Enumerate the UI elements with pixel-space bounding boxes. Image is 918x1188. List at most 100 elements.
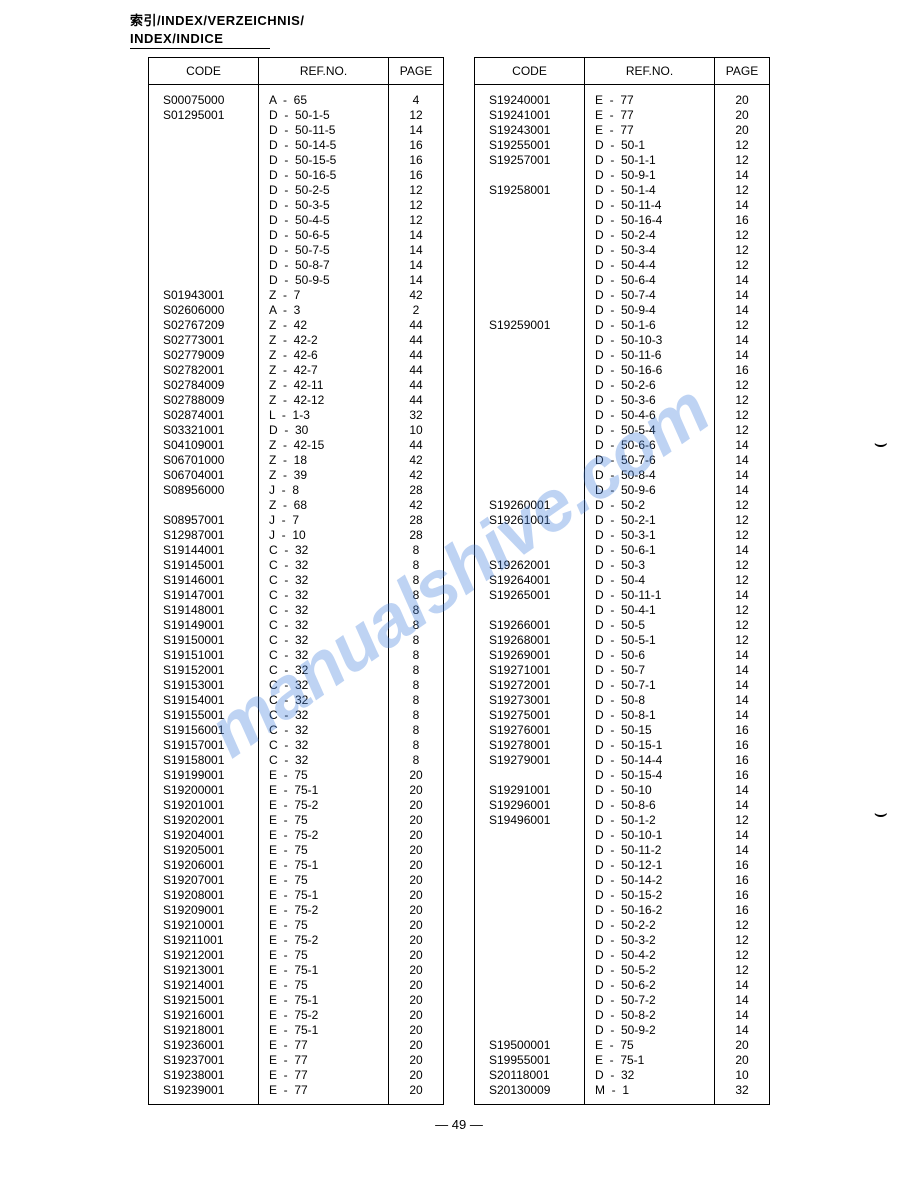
cell-code: S19264001	[475, 573, 585, 588]
cell-code	[149, 138, 259, 153]
cell-ref: D - 50-2-1	[585, 513, 715, 528]
cell-page: 20	[389, 933, 444, 948]
table-row: S19152001C - 328	[149, 663, 444, 678]
table-row: S19291001D - 50-1014	[475, 783, 770, 798]
table-row: S19149001C - 328	[149, 618, 444, 633]
table-row: S19212001E - 7520	[149, 948, 444, 963]
table-row: S19272001D - 50-7-114	[475, 678, 770, 693]
cell-code	[475, 228, 585, 243]
cell-page: 14	[389, 123, 444, 138]
cell-ref: E - 75-2	[259, 798, 389, 813]
cell-code: S19150001	[149, 633, 259, 648]
tables-container: CODE REF.NO. PAGE S00075000A - 654S01295…	[10, 57, 908, 1105]
table-row: S19201001E - 75-220	[149, 798, 444, 813]
col-header-code: CODE	[149, 58, 259, 85]
table-row: S19206001E - 75-120	[149, 858, 444, 873]
cell-ref: D - 50-1-6	[585, 318, 715, 333]
table-row: S02773001Z - 42-244	[149, 333, 444, 348]
cell-page: 14	[715, 483, 770, 498]
cell-page: 14	[715, 663, 770, 678]
cell-page: 20	[389, 1023, 444, 1038]
cell-ref: E - 77	[259, 1053, 389, 1068]
cell-ref: C - 32	[259, 678, 389, 693]
cell-code	[475, 288, 585, 303]
cell-page: 10	[389, 423, 444, 438]
cell-page: 20	[389, 798, 444, 813]
cell-code: S19241001	[475, 108, 585, 123]
cell-code: S19243001	[475, 123, 585, 138]
table-row: S12987001J - 1028	[149, 528, 444, 543]
table-row: S19500001E - 7520	[475, 1038, 770, 1053]
cell-ref: E - 75	[259, 843, 389, 858]
cell-code: S19158001	[149, 753, 259, 768]
cell-page: 14	[389, 228, 444, 243]
table-row: S19264001D - 50-412	[475, 573, 770, 588]
header-line1: 索引/INDEX/VERZEICHNIS/	[130, 10, 908, 29]
cell-page: 20	[389, 1008, 444, 1023]
cell-code	[475, 528, 585, 543]
cell-ref: E - 75	[259, 978, 389, 993]
cell-code: S19215001	[149, 993, 259, 1008]
cell-ref: E - 75-1	[259, 1023, 389, 1038]
cell-ref: D - 50-14-5	[259, 138, 389, 153]
col-header-ref: REF.NO.	[585, 58, 715, 85]
cell-ref: D - 50-1-5	[259, 108, 389, 123]
cell-page: 16	[715, 888, 770, 903]
cell-ref: C - 32	[259, 648, 389, 663]
table-row: D - 50-14-516	[149, 138, 444, 153]
cell-code: S19271001	[475, 663, 585, 678]
cell-code: S02788009	[149, 393, 259, 408]
cell-code: S19278001	[475, 738, 585, 753]
cell-page: 12	[389, 198, 444, 213]
table-row: D - 50-3-112	[475, 528, 770, 543]
cell-ref: C - 32	[259, 573, 389, 588]
cell-ref: D - 50-5-4	[585, 423, 715, 438]
cell-code	[475, 423, 585, 438]
cell-ref: D - 50-15	[585, 723, 715, 738]
cell-page: 8	[389, 603, 444, 618]
table-row: D - 50-2-612	[475, 378, 770, 393]
cell-page: 44	[389, 318, 444, 333]
cell-ref: D - 30	[259, 423, 389, 438]
cell-code: S19268001	[475, 633, 585, 648]
cell-ref: D - 50-9-4	[585, 303, 715, 318]
table-row: S19150001C - 328	[149, 633, 444, 648]
table-row: S19151001C - 328	[149, 648, 444, 663]
cell-ref: D - 50-10-1	[585, 828, 715, 843]
cell-page: 16	[389, 168, 444, 183]
cell-ref: E - 75	[259, 918, 389, 933]
cell-page: 14	[715, 273, 770, 288]
cell-ref: D - 50-16-2	[585, 903, 715, 918]
table-row: D - 50-16-516	[149, 168, 444, 183]
cell-ref: D - 50-11-5	[259, 123, 389, 138]
table-row: D - 50-4-212	[475, 948, 770, 963]
table-row: D - 50-3-612	[475, 393, 770, 408]
cell-page: 20	[389, 1053, 444, 1068]
cell-ref: D - 50-15-4	[585, 768, 715, 783]
cell-ref: D - 50-3-6	[585, 393, 715, 408]
cell-page: 8	[389, 678, 444, 693]
cell-code	[475, 168, 585, 183]
cell-page: 12	[715, 498, 770, 513]
cell-code: S19260001	[475, 498, 585, 513]
cell-code: S19199001	[149, 768, 259, 783]
table-row: S02784009Z - 42-1144	[149, 378, 444, 393]
cell-code: S08956000	[149, 483, 259, 498]
cell-page: 12	[389, 183, 444, 198]
cell-ref: E - 75	[259, 948, 389, 963]
table-row: S19237001E - 7720	[149, 1053, 444, 1068]
cell-code	[149, 273, 259, 288]
cell-page: 12	[715, 558, 770, 573]
cell-page: 16	[715, 753, 770, 768]
cell-page: 12	[715, 603, 770, 618]
cell-code: S04109001	[149, 438, 259, 453]
cell-ref: Z - 7	[259, 288, 389, 303]
table-row: D - 50-4-412	[475, 258, 770, 273]
table-row: S19158001C - 328	[149, 753, 444, 768]
cell-page: 20	[715, 1053, 770, 1068]
cell-code	[149, 153, 259, 168]
cell-page: 14	[715, 828, 770, 843]
cell-page: 14	[715, 1008, 770, 1023]
cell-code: S02779009	[149, 348, 259, 363]
table-row: S02874001L - 1-332	[149, 408, 444, 423]
